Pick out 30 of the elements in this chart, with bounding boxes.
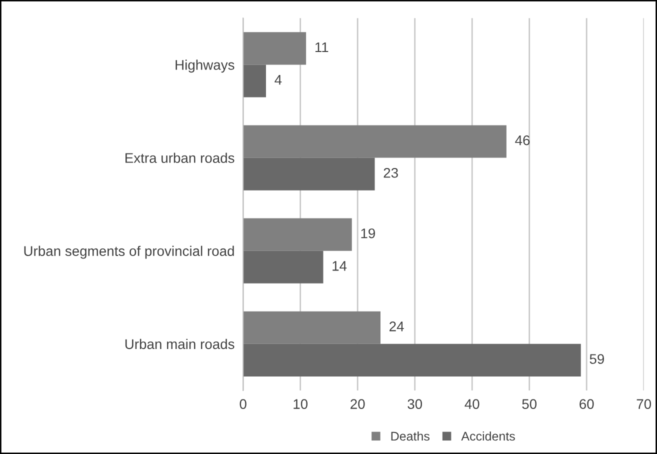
bar bbox=[243, 344, 581, 376]
data-label: 24 bbox=[390, 322, 404, 332]
bar bbox=[243, 125, 506, 158]
data-label: 14 bbox=[332, 261, 347, 271]
bar bbox=[243, 64, 266, 98]
x-tick-label: 50 bbox=[522, 399, 537, 409]
data-label: 46 bbox=[515, 135, 530, 146]
data-label: 23 bbox=[384, 168, 398, 178]
bar bbox=[243, 158, 375, 190]
x-tick-label: 40 bbox=[464, 399, 480, 409]
y-tick-label: Highways bbox=[176, 60, 234, 73]
x-tick-label: 60 bbox=[580, 399, 594, 409]
legend-label: Deaths bbox=[391, 431, 430, 441]
x-tick-label: 10 bbox=[294, 399, 308, 409]
x-tick-label: 30 bbox=[408, 399, 422, 409]
legend-label: Accidents bbox=[461, 431, 515, 441]
x-tick-label: 20 bbox=[350, 399, 365, 409]
y-tick-label: Extra urban roads bbox=[126, 152, 234, 163]
x-tick-label: 0 bbox=[240, 399, 246, 409]
x-tick-label: 70 bbox=[636, 399, 652, 409]
bar bbox=[243, 311, 380, 344]
data-label: 19 bbox=[361, 228, 375, 238]
bar bbox=[243, 32, 306, 65]
y-tick-label: Urban main roads bbox=[125, 338, 234, 350]
data-label: 4 bbox=[274, 75, 282, 85]
data-label: 59 bbox=[590, 354, 604, 364]
bar bbox=[243, 218, 352, 251]
data-label: 11 bbox=[315, 42, 328, 52]
y-tick-label: Urban segments of provincial road bbox=[24, 246, 234, 259]
bar bbox=[243, 250, 324, 284]
